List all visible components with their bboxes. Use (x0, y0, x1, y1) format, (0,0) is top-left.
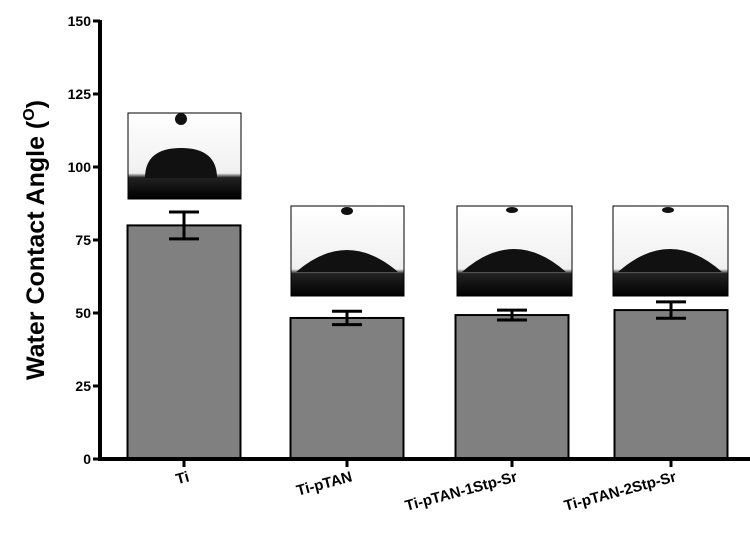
x-tick-label: Ti-pTAN-2Stp-Sr (562, 468, 678, 514)
x-tick-label: Ti (174, 468, 191, 488)
bar (456, 315, 569, 459)
bar (128, 225, 241, 459)
needle-drop (175, 113, 187, 125)
y-label-close: ) (22, 100, 50, 108)
bar (615, 310, 728, 459)
y-tick-label: 100 (68, 159, 92, 175)
y-tick-label: 150 (68, 13, 92, 29)
y-tick-label: 25 (75, 378, 91, 394)
page: Water Contact Angle (O) 0 25 50 75 100 125 150… (0, 0, 750, 557)
bar (291, 318, 404, 459)
y-tick-label: 0 (83, 451, 91, 467)
x-tick-label: Ti-pTAN-1Stp-Sr (403, 468, 519, 514)
y-tick-label: 125 (68, 86, 92, 102)
y-tick-label: 75 (75, 232, 91, 248)
needle-drop (662, 207, 674, 213)
y-tick-label: 50 (75, 305, 91, 321)
y-axis-label: Water Contact Angle (O) (21, 100, 50, 380)
y-label-text: Water Contact Angle ( (22, 120, 50, 380)
x-tick-label: Ti-pTAN (295, 468, 354, 499)
chart: Water Contact Angle (O) 0 25 50 75 100 125 150… (0, 0, 750, 557)
needle-drop (506, 207, 518, 213)
needle-drop (341, 207, 353, 215)
y-label-sup: O (21, 108, 38, 120)
